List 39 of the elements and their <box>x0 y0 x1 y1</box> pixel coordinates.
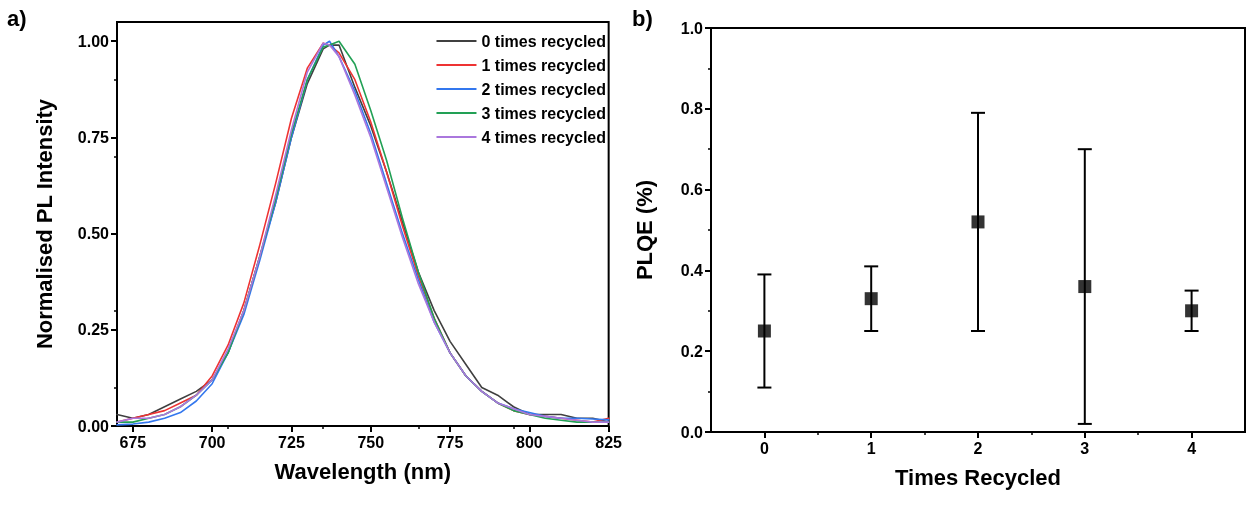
y-tick-label: 0.6 <box>680 181 704 199</box>
x-tick-label: 0 <box>759 439 769 457</box>
y-tick-label: 0.25 <box>77 321 110 339</box>
y-tick-label: 0.4 <box>680 261 704 279</box>
x-tick-label: 2 <box>973 439 983 457</box>
point <box>1078 280 1092 294</box>
y-tick-label: 0.75 <box>77 128 110 146</box>
y-axis-title: PLQE (%) <box>631 179 657 281</box>
x-tick-label: 750 <box>357 433 385 451</box>
legend-label: 0 times recycled <box>481 32 607 50</box>
text: 1.0 <box>680 19 703 37</box>
text: 0.50 <box>77 225 109 243</box>
point <box>971 215 985 229</box>
legend-label: 4 times recycled <box>481 128 607 146</box>
x-tick-label: 3 <box>1080 439 1090 457</box>
text: 0.0 <box>680 423 703 441</box>
x-tick-label: 4 <box>1187 439 1197 457</box>
x-axis-title: Times Recycled <box>895 464 1061 490</box>
text: 0.00 <box>77 417 109 435</box>
point <box>757 324 771 338</box>
x-tick-label: 825 <box>595 433 623 451</box>
x-tick-label: 1 <box>866 439 876 457</box>
chart-title: b) <box>632 5 653 31</box>
point <box>1185 304 1199 318</box>
x-tick-label: 800 <box>516 433 543 451</box>
legend-label: 1 times recycled <box>481 56 607 74</box>
chart-title: a) <box>7 5 27 31</box>
y-tick-label: 0.8 <box>680 100 704 118</box>
y-axis-title: Normalised PL Intensity <box>31 98 57 350</box>
x-tick-label: 700 <box>198 433 226 451</box>
x-axis-title: Wavelength (nm) <box>274 458 452 484</box>
x-tick-label: 775 <box>436 433 464 451</box>
point <box>864 292 878 306</box>
x-tick-label: 725 <box>278 433 305 451</box>
legend-label: 2 times recycled <box>481 80 607 98</box>
x-tick-label: 675 <box>119 433 147 451</box>
legend-label: 3 times recycled <box>481 104 607 122</box>
y-tick-label: 0.2 <box>680 342 704 360</box>
text: 1.00 <box>77 32 109 50</box>
